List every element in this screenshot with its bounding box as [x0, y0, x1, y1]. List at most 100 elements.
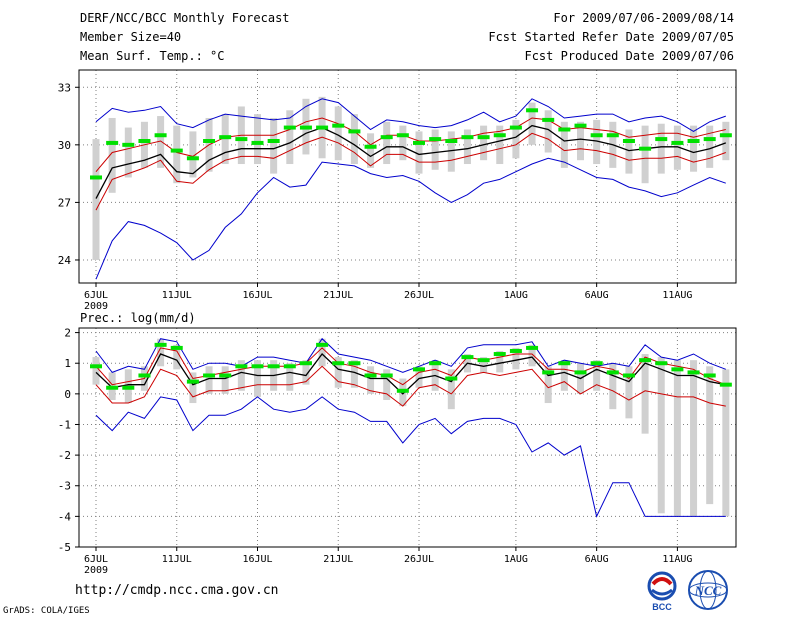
min-line [95, 396, 726, 518]
median-marker [364, 373, 377, 378]
median-marker [639, 146, 652, 151]
x-tick-label: 16JUL [242, 554, 272, 565]
y-tick-label: 24 [58, 254, 72, 267]
median-marker [703, 373, 716, 378]
spread-box [544, 110, 552, 153]
median-marker [622, 139, 635, 143]
chart-panel-0: 24 27 30 33 6JUL 11JUL 16JUL 21JUL 26JUL 1AUG 6AUG… [58, 69, 737, 325]
median-marker [267, 139, 280, 143]
median-marker [203, 373, 216, 378]
spread-box [544, 366, 552, 404]
median-marker [429, 361, 442, 366]
spread-box [690, 125, 698, 172]
y-tick-label: -3 [58, 480, 71, 493]
median-marker [316, 342, 329, 347]
median-marker [606, 370, 619, 375]
produced-date: Fcst Produced Date 2009/07/06 [524, 49, 734, 63]
median-marker [348, 361, 361, 366]
spread-box [254, 360, 261, 397]
spread-box [205, 366, 213, 394]
median-marker [477, 135, 490, 140]
x-tick-label: 6JUL [84, 554, 108, 565]
spread-box [173, 125, 181, 184]
spread-box [560, 360, 568, 391]
spread-box [706, 366, 714, 505]
spread-box [528, 344, 536, 367]
upper-line [95, 117, 726, 173]
x-tick-label: 21JUL [323, 554, 353, 565]
median-marker [509, 348, 522, 353]
median-marker [332, 123, 345, 128]
spread-box [254, 114, 261, 165]
spread-box [157, 116, 165, 168]
median-marker [106, 140, 119, 145]
spread-box [221, 366, 229, 394]
median-marker [203, 139, 216, 143]
spread-box [157, 338, 165, 367]
year-label: 2009 [84, 301, 108, 312]
spread-box [399, 125, 407, 161]
min-line [95, 98, 726, 132]
median-marker [622, 373, 635, 378]
spread-box [480, 357, 488, 373]
spread-box [673, 360, 681, 517]
median-marker [574, 123, 587, 128]
upper-line [95, 347, 726, 386]
plot-frame [78, 69, 737, 284]
spread-box [92, 139, 100, 260]
x-tick-label: 6AUG [585, 290, 609, 301]
x-tick-label: 6AUG [585, 554, 609, 565]
median-marker [316, 125, 329, 130]
x-tick-label: 1AUG [504, 290, 528, 301]
spread-box [189, 131, 197, 178]
spread-box [593, 119, 601, 165]
spread-box [512, 119, 520, 159]
bcc-logo-text: BCC [652, 602, 672, 612]
max-line [95, 157, 726, 280]
median-marker [235, 137, 248, 142]
spread-box [722, 369, 730, 517]
spread-box [270, 117, 278, 174]
median-marker [122, 142, 135, 147]
median-marker [332, 361, 345, 366]
x-tick-label: 26JUL [404, 290, 434, 301]
median-marker [558, 127, 571, 132]
median-marker [687, 370, 700, 375]
median-marker [719, 382, 732, 387]
spread-box [415, 366, 423, 388]
median-marker [558, 361, 571, 366]
median-marker [380, 135, 393, 140]
spread-box [463, 129, 471, 165]
x-tick-label: 26JUL [404, 554, 434, 565]
median-marker [396, 388, 409, 393]
spread-box [625, 129, 633, 174]
spread-box [690, 360, 698, 517]
start-date: Fcst Started Refer Date 2009/07/05 [488, 30, 734, 44]
spread-box [334, 106, 342, 161]
median-marker [509, 125, 522, 130]
ncc-logo-text: NCC [694, 583, 722, 598]
median-marker [461, 135, 474, 140]
y-tick-label: -2 [58, 449, 71, 462]
spread-box [286, 363, 294, 391]
spread-box [609, 363, 617, 410]
lower-line [95, 132, 726, 211]
spread-box [560, 121, 568, 168]
median-marker [170, 345, 183, 350]
spread-box [528, 102, 536, 145]
y-tick-label: -4 [58, 510, 72, 523]
x-tick-label: 11AUG [662, 290, 692, 301]
spread-box [367, 133, 375, 168]
lower-line [95, 365, 726, 407]
spread-box [447, 131, 455, 172]
spread-box [302, 360, 310, 385]
median-marker [186, 379, 199, 384]
median-marker [429, 137, 442, 142]
median-marker [477, 358, 490, 363]
y-tick-label: 30 [58, 139, 71, 152]
median-marker [267, 364, 280, 369]
year-label: 2009 [84, 565, 108, 576]
median-marker [445, 139, 458, 143]
